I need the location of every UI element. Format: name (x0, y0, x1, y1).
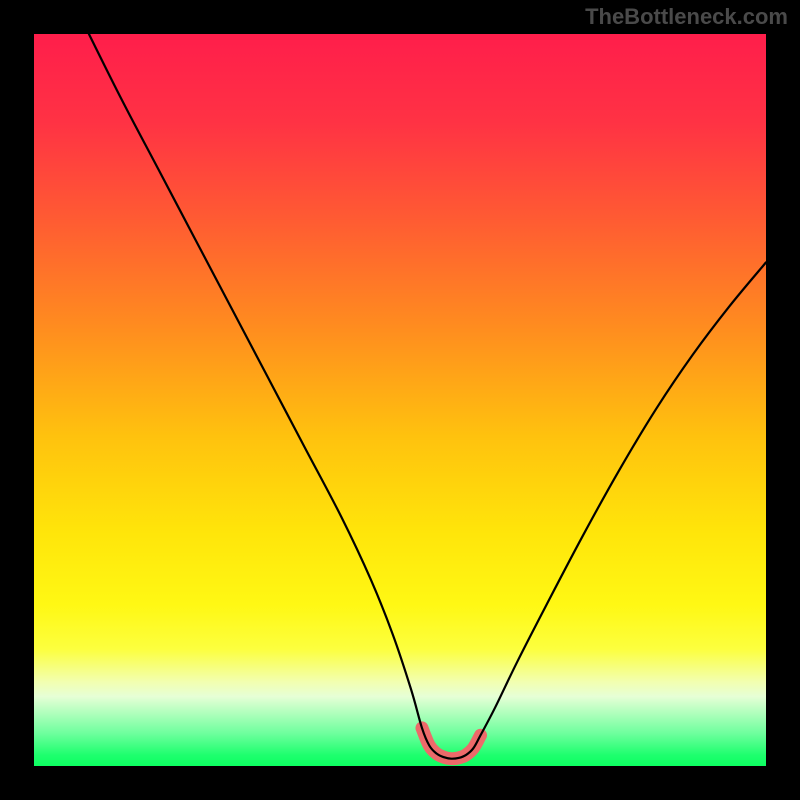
bottleneck-chart (0, 0, 800, 800)
chart-container: TheBottleneck.com (0, 0, 800, 800)
watermark-text: TheBottleneck.com (585, 4, 788, 30)
